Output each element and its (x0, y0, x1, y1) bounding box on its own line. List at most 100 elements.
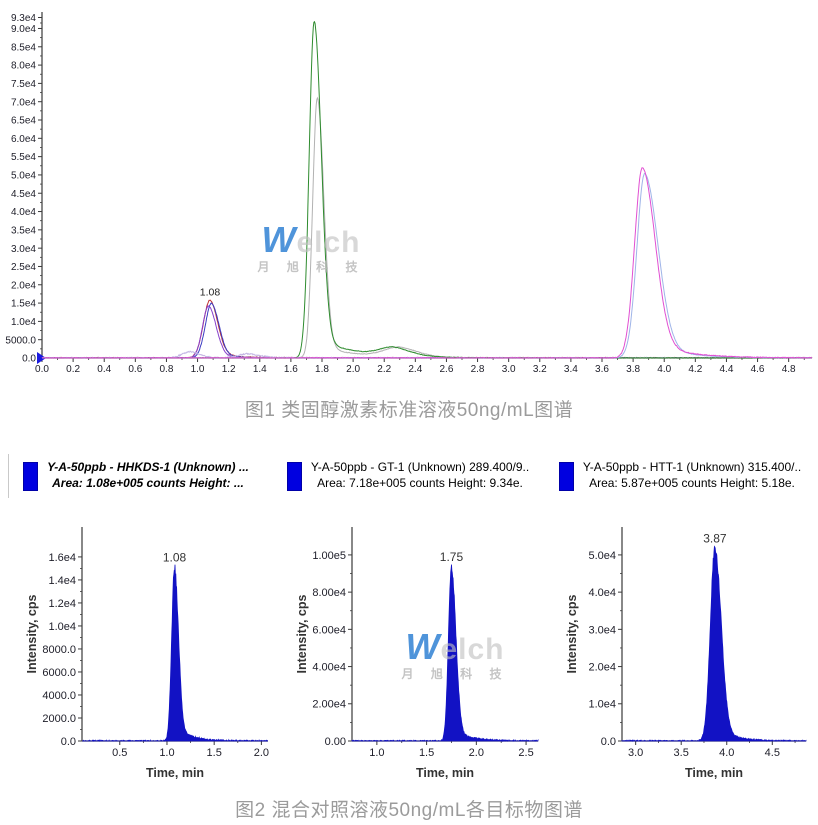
x-tick-label: 1.8 (315, 364, 329, 375)
y-tick-label: 4.0e4 (588, 587, 616, 599)
legend-entry-htt1: Y-A-50ppb - HTT-1 (Unknown) 315.400/.. A… (544, 460, 816, 492)
x-tick-label: 1.0 (191, 364, 205, 375)
y-tick-label: 8000.0 (42, 644, 76, 656)
x-axis-title: Time, min (146, 766, 204, 780)
legend-swatch-icon (23, 461, 39, 491)
x-tick-label: 4.4 (719, 364, 733, 375)
x-tick-label: 0.6 (128, 364, 142, 375)
x-tick-label: 4.0 (719, 747, 734, 759)
legend-entry-stats: Area: 7.18e+005 counts Height: 9.34e. (317, 476, 523, 490)
x-tick-label: 3.6 (595, 364, 609, 375)
legend-entry-hhkds1: Y-A-50ppb - HHKDS-1 (Unknown) ... Area: … (0, 460, 272, 492)
trace-HTT-1-magenta (41, 167, 813, 359)
y-tick-label: 1.5e4 (11, 299, 36, 310)
y-tick-label: 1.0e4 (48, 621, 76, 633)
x-tick-label: 2.6 (439, 364, 453, 375)
y-tick-label: 9.0e4 (11, 24, 36, 35)
y-tick-label: 5000.0 (5, 335, 36, 346)
y-tick-label: 2.0e4 (11, 280, 36, 291)
fig2-legend-row: Y-A-50ppb - HHKDS-1 (Unknown) ... Area: … (0, 452, 818, 500)
legend-entry-text: Y-A-50ppb - GT-1 (Unknown) 289.400/9.. A… (311, 460, 529, 492)
x-tick-label: 2.8 (471, 364, 485, 375)
legend-entry-title: Y-A-50ppb - HTT-1 (Unknown) 315.400/.. (582, 460, 802, 475)
legend-entry-gt1: Y-A-50ppb - GT-1 (Unknown) 289.400/9.. A… (272, 460, 544, 492)
y-tick-label: 5.0e4 (11, 171, 36, 182)
trace-HHKDS-1-purple (41, 305, 813, 359)
legend-entry-title: Y-A-50ppb - HHKDS-1 (Unknown) ... (47, 460, 249, 475)
y-tick-label: 6.00e4 (312, 624, 346, 636)
legend-divider (8, 454, 9, 498)
x-tick-label: 2.0 (346, 364, 360, 375)
x-tick-label: 0.5 (112, 747, 127, 759)
fig2-panel-gt1: 0.00 2.00e4 4.00e4 6.00e4 8.00e4 1.00e5 1.0 1.5… (295, 527, 539, 780)
x-tick-label: 1.5 (207, 747, 222, 759)
trace-HHKDS-1-red (42, 299, 813, 359)
y-tick-label: 7.5e4 (11, 79, 36, 90)
x-tick-label: 2.2 (377, 364, 391, 375)
y-tick-label: 0.0 (601, 736, 616, 748)
x-tick-label: 3.8 (626, 364, 640, 375)
legend-entry-text: Y-A-50ppb - HTT-1 (Unknown) 315.400/.. A… (583, 460, 801, 492)
trace-GT-1-green (41, 20, 813, 359)
x-tick-label: 4.0 (657, 364, 671, 375)
y-tick-label: 1.4e4 (48, 575, 76, 587)
y-tick-label: 2.0e4 (588, 662, 616, 674)
peak-annotation: 1.08 (163, 550, 187, 564)
x-tick-label: 1.2 (222, 364, 236, 375)
peak-annotation: 1.75 (440, 550, 464, 564)
y-tick-label: 3.0e4 (11, 244, 36, 255)
y-tick-label: 7.0e4 (11, 97, 36, 108)
x-tick-label: 2.0 (469, 747, 484, 759)
y-tick-label: 3.0e4 (588, 624, 616, 636)
x-tick-label: 4.5 (765, 747, 780, 759)
y-tick-label: 1.00e5 (312, 550, 346, 562)
peak-annotation: 1.08 (200, 286, 221, 298)
fig2-panel-hhkds1: 0.0 2000.0 4000.0 6000.0 8000.0 1.0e4 1.2e4 1.4… (25, 527, 269, 780)
fig2-panels-row: 0.0 2000.0 4000.0 6000.0 8000.0 1.0e4 1.2e4 1.4… (6, 517, 818, 789)
x-tick-label: 1.4 (253, 364, 267, 375)
origin-marker (37, 352, 46, 364)
trace-HTT-1-lightblue (41, 172, 812, 359)
fig2-panel-htt1: 0.0 1.0e4 2.0e4 3.0e4 4.0e4 5.0e4 3.0 3.5 4.0 4.5… (565, 527, 807, 780)
fig1-caption: 图1 类固醇激素标准溶液50ng/mL图谱 (244, 400, 574, 421)
x-tick-label: 3.4 (564, 364, 578, 375)
trace-GT-1-gray (41, 96, 812, 359)
y-tick-label: 4.00e4 (312, 662, 346, 674)
y-axis-title: Intensity, cps (25, 594, 39, 673)
y-axis-title: Intensity, cps (295, 594, 309, 673)
x-tick-label: 0.0 (35, 364, 49, 375)
y-tick-label: 1.2e4 (48, 598, 76, 610)
fig1-chromatogram: 0.0 5000.0 1.0e4 1.5e4 2.0e4 2.5e4 3.0e4 3.5e4 4… (0, 0, 818, 382)
x-tick-label: 3.0 (628, 747, 643, 759)
y-tick-label: 2.00e4 (312, 699, 346, 711)
fig2-caption: 图2 混合对照溶液50ng/mL各目标物图谱 (235, 800, 583, 821)
legend-entry-text: Y-A-50ppb - HHKDS-1 (Unknown) ... Area: … (47, 460, 249, 492)
legend-entry-title: Y-A-50ppb - GT-1 (Unknown) 289.400/9.. (310, 460, 530, 475)
y-tick-label: 8.0e4 (11, 61, 36, 72)
y-tick-label: 5.0e4 (588, 550, 616, 562)
y-tick-label: 0.00 (325, 736, 346, 748)
xic-peak-area (621, 545, 807, 742)
y-tick-label: 2.5e4 (11, 262, 36, 273)
x-axis-title: Time, min (416, 766, 474, 780)
legend-swatch-icon (286, 461, 302, 491)
x-tick-label: 4.6 (751, 364, 765, 375)
y-tick-label: 8.5e4 (11, 42, 36, 53)
y-tick-label: 1.0e4 (11, 317, 36, 328)
peak-annotation: 3.87 (703, 531, 727, 545)
xic-peak-area (82, 564, 268, 742)
x-tick-label: 0.8 (159, 364, 173, 375)
x-tick-label: 2.0 (254, 747, 269, 759)
x-tick-label: 2.5 (518, 747, 533, 759)
x-tick-label: 3.5 (674, 747, 689, 759)
y-tick-label: 2000.0 (42, 713, 76, 725)
x-tick-label: 3.0 (502, 364, 516, 375)
x-tick-label: 4.2 (688, 364, 702, 375)
x-axis-title: Time, min (685, 766, 743, 780)
y-tick-label: 9.3e4 (11, 13, 36, 24)
y-tick-label: 4.0e4 (11, 207, 36, 218)
y-axis-title: Intensity, cps (565, 594, 579, 673)
x-tick-label: 0.2 (66, 364, 80, 375)
x-tick-label: 1.0 (159, 747, 174, 759)
